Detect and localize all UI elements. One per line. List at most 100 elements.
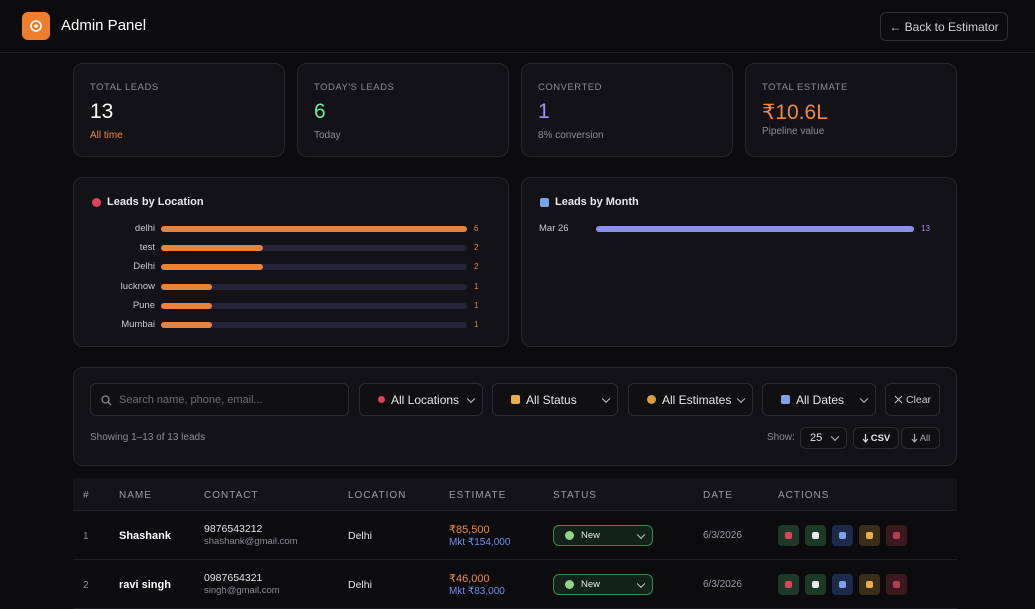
status-select[interactable]: New (553, 574, 653, 595)
stat-label: CONVERTED (538, 82, 602, 93)
column-header: LOCATION (348, 490, 407, 501)
action-button[interactable] (886, 574, 907, 595)
column-header: # (83, 490, 90, 501)
stat-card: TOTAL ESTIMATE ₹10.6L Pipeline value (745, 63, 957, 157)
all-button[interactable]: All (901, 427, 940, 449)
action-icon (785, 532, 792, 539)
action-icon (866, 581, 873, 588)
calendar-icon (540, 197, 549, 207)
gear-icon (30, 20, 42, 32)
action-button[interactable] (859, 574, 880, 595)
status-select[interactable]: New (553, 525, 653, 546)
back-button[interactable]: ← Back to Estimator (880, 12, 1008, 41)
bar-label: Mumbai (121, 319, 155, 330)
column-header: STATUS (553, 490, 597, 501)
bar (161, 226, 467, 232)
card-heading: Leads by Location (92, 196, 204, 208)
bar-value: 2 (474, 243, 479, 253)
search-input[interactable]: Search name, phone, email... (90, 383, 349, 416)
stat-value: 13 (90, 100, 114, 123)
bag-icon (647, 395, 656, 404)
pin-icon (378, 396, 385, 403)
action-icon (893, 581, 900, 588)
pin-icon (92, 197, 101, 207)
table-header (73, 478, 957, 511)
button-text: Clear (905, 393, 932, 406)
csv-button[interactable]: CSV (853, 427, 899, 449)
row-index: 2 (83, 580, 89, 591)
select-text: All Dates (796, 392, 845, 407)
stat-sub: Today (314, 130, 341, 141)
bar-track (161, 264, 467, 271)
location-card: Leads by Location delhi 6 test 2 Delhi 2 luckn… (73, 177, 509, 347)
button-text: All (919, 432, 931, 444)
action-button[interactable] (886, 525, 907, 546)
page-size-select[interactable]: 25 (800, 427, 847, 449)
bar (161, 264, 263, 271)
stat-value: 1 (538, 100, 550, 123)
bar (596, 226, 914, 232)
lead-location: Delhi (348, 530, 372, 542)
bar-value: 13 (921, 224, 930, 233)
column-header: CONTACT (204, 490, 259, 501)
action-icon (839, 532, 846, 539)
lead-date: 6/3/2026 (703, 579, 742, 590)
action-icon (839, 581, 846, 588)
stat-sub: All time (90, 130, 123, 141)
select-text: All Locations (391, 392, 460, 407)
action-button[interactable] (859, 525, 880, 546)
table-row (73, 511, 957, 560)
location-select[interactable]: All Locations (359, 383, 483, 416)
select-text: All Status (526, 392, 577, 407)
action-button[interactable] (778, 525, 799, 546)
market-estimate: Mkt ₹83,000 (449, 586, 505, 597)
action-button[interactable] (805, 574, 826, 595)
select-text: All Estimates (662, 392, 732, 407)
show-label: Show: (767, 432, 795, 443)
x-icon (894, 395, 903, 404)
clear-button[interactable]: Clear (885, 383, 940, 416)
lead-email: singh@gmail.com (204, 585, 280, 596)
action-button[interactable] (805, 525, 826, 546)
calendar-icon (781, 395, 790, 404)
lead-date: 6/3/2026 (703, 530, 742, 541)
action-icon (866, 532, 873, 539)
button-text: CSV (870, 432, 891, 444)
lead-estimate: ₹46,000 (449, 573, 490, 585)
action-button[interactable] (832, 525, 853, 546)
bar-label: test (139, 242, 155, 254)
logo (22, 12, 50, 40)
bar-track (161, 302, 467, 309)
lead-name: Shashank (119, 530, 171, 542)
action-icon (812, 581, 819, 588)
stat-sub: Pipeline value (762, 126, 825, 137)
bar-label: delhi (134, 223, 155, 234)
stat-value: 6 (314, 100, 326, 123)
column-header: NAME (119, 490, 152, 501)
lead-location: Delhi (348, 579, 372, 591)
action-icon (893, 532, 900, 539)
row-index: 1 (83, 531, 89, 542)
chevron (636, 530, 646, 539)
bar (161, 322, 212, 328)
bar-value: 1 (474, 300, 479, 310)
lead-email: shashank@gmail.com (204, 536, 298, 547)
action-icon (785, 581, 792, 588)
bar-value: 6 (474, 224, 479, 233)
stat-value: ₹10.6L (762, 101, 828, 124)
action-icon (812, 532, 819, 539)
bar-track (161, 283, 467, 290)
action-button[interactable] (832, 574, 853, 595)
lead-estimate: ₹85,500 (449, 524, 490, 536)
status-text: New (581, 579, 601, 590)
date-select[interactable]: All Dates (762, 383, 876, 416)
estimate-select[interactable]: All Estimates (628, 383, 753, 416)
filter-card (73, 367, 957, 466)
search-placeholder: Search name, phone, email... (119, 393, 263, 406)
action-button[interactable] (778, 574, 799, 595)
stat-card: TODAY'S LEADS 6 Today (297, 63, 509, 157)
status-text: New (581, 530, 601, 541)
bar-value: 1 (474, 281, 479, 291)
status-select[interactable]: All Status (492, 383, 618, 416)
